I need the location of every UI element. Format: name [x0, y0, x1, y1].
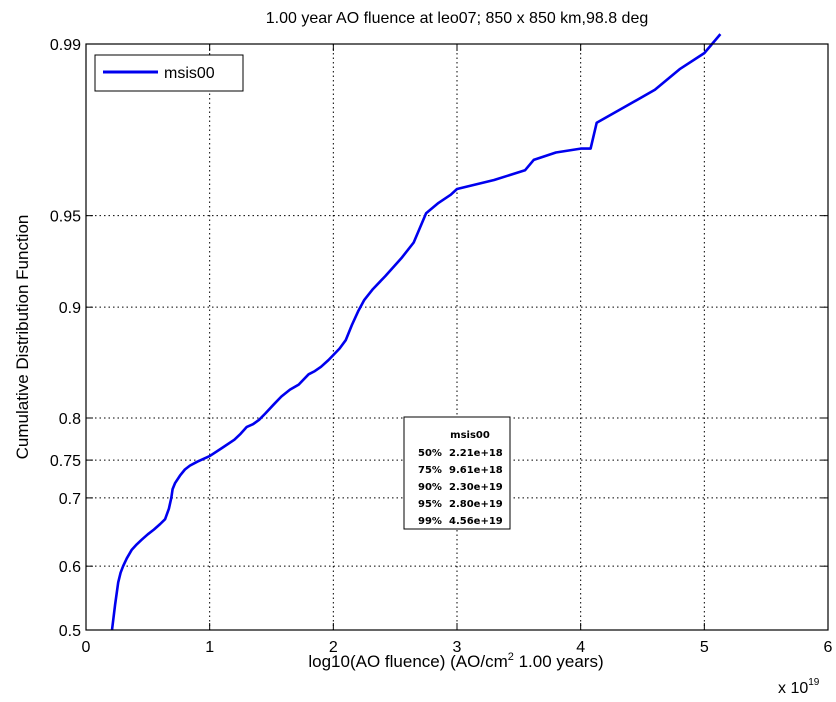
stats-percentile: 50%	[418, 448, 442, 459]
stats-header: msis00	[450, 430, 490, 441]
stats-value: 4.56e+19	[449, 516, 503, 527]
y-tick-label: 0.95	[50, 209, 81, 226]
x-axis-label-rest: 1.00 years)	[514, 652, 604, 671]
stats-value: 2.80e+19	[449, 499, 503, 510]
y-tick-label: 0.9	[59, 300, 81, 317]
legend: msis00	[94, 54, 244, 92]
x-tick-label: 5	[700, 639, 709, 656]
x-tick-label: 1	[205, 639, 214, 656]
stats-table: msis00 50% 2.21e+18 75% 9.61e+18 90% 2.30e+19 9…	[403, 416, 511, 530]
y-tick-label: 0.5	[59, 623, 81, 640]
x-axis-label: log10(AO fluence) (AO/cm2 1.00 years)	[308, 651, 603, 671]
y-axis-label: Cumulative Distribution Function	[13, 215, 32, 460]
x-axis-exponent-base: x 10	[778, 680, 808, 697]
stats-value: 9.61e+18	[449, 465, 503, 476]
y-tick-label: 0.7	[59, 491, 81, 508]
stats-percentile: 99%	[418, 516, 442, 527]
x-axis-label-main: log10(AO fluence) (AO/cm	[308, 652, 507, 671]
y-tick-label: 0.99	[50, 37, 81, 54]
series-layer	[110, 33, 722, 631]
x-tick-label: 2	[329, 639, 338, 656]
y-tick-label: 0.8	[59, 411, 81, 428]
stats-percentile: 95%	[418, 499, 442, 510]
series-line-msis00	[110, 33, 722, 631]
stats-value: 2.21e+18	[449, 448, 503, 459]
stats-percentile: 75%	[418, 465, 442, 476]
x-axis-label-sup: 2	[508, 651, 514, 663]
stats-value: 2.30e+19	[449, 482, 503, 493]
y-tick-label: 0.6	[59, 559, 81, 576]
x-tick-label: 6	[824, 639, 833, 656]
x-tick-label: 0	[82, 639, 91, 656]
axis-ticks: 0 1 2 3 4 5 6 0.5 0.6 0.7 0.75 0.8 0.9 0.95 0.99	[50, 37, 833, 656]
grid	[86, 44, 828, 630]
x-axis-exponent: x 1019	[778, 677, 820, 697]
x-axis-exponent-power: 19	[808, 677, 820, 688]
stats-percentile: 90%	[418, 482, 442, 493]
legend-label: msis00	[164, 65, 215, 82]
y-tick-label: 0.75	[50, 453, 81, 470]
chart-title: 1.00 year AO fluence at leo07; 850 x 850…	[266, 10, 648, 27]
stats-box	[403, 416, 511, 530]
x-tick-label: 3	[453, 639, 462, 656]
x-tick-label: 4	[576, 639, 585, 656]
